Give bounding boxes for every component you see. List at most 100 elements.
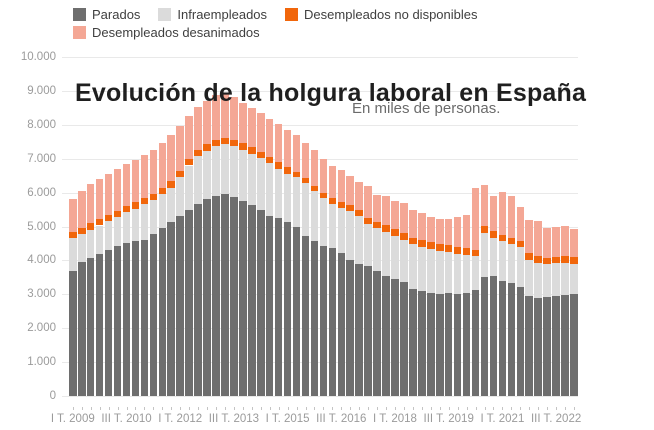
bar-segment[interactable] [373, 271, 381, 396]
bar-segment[interactable] [391, 279, 399, 396]
legend-item-0[interactable]: Parados [73, 7, 140, 22]
bar-segment[interactable] [167, 222, 176, 396]
bar-segment[interactable] [283, 167, 292, 174]
bar-iv-t-2015[interactable] [310, 57, 319, 396]
bar-segment[interactable] [274, 162, 283, 169]
bar-iv-t-2012[interactable] [203, 57, 211, 396]
bar-segment[interactable] [239, 149, 247, 201]
bar-segment[interactable] [391, 235, 399, 280]
bar-segment[interactable] [95, 225, 104, 255]
bar-segment[interactable] [149, 193, 158, 200]
bar-segment[interactable] [498, 281, 507, 396]
bar-segment[interactable] [435, 250, 444, 294]
bar-segment[interactable] [471, 290, 480, 396]
bar-segment[interactable] [471, 255, 480, 291]
bar-i-t-2013[interactable] [212, 57, 220, 396]
bar-segment[interactable] [221, 194, 229, 396]
bar-segment[interactable] [427, 217, 435, 243]
bar-segment[interactable] [248, 147, 256, 154]
bar-i-t-2016[interactable] [319, 57, 328, 396]
bar-iv-t-2020[interactable] [489, 57, 498, 396]
bar-segment[interactable] [328, 203, 337, 249]
bar-i-t-2014[interactable] [248, 57, 256, 396]
bar-segment[interactable] [444, 245, 453, 253]
bar-segment[interactable] [337, 202, 346, 209]
bar-segment[interactable] [516, 206, 525, 242]
bar-ii-t-2014[interactable] [256, 57, 265, 396]
bar-iv-t-2013[interactable] [239, 57, 247, 396]
bar-segment[interactable] [310, 191, 319, 242]
bar-segment[interactable] [453, 253, 462, 295]
bar-segment[interactable] [373, 222, 381, 229]
bar-iii-t-2010[interactable] [122, 57, 131, 396]
bar-segment[interactable] [516, 241, 525, 248]
bar-segment[interactable] [95, 254, 104, 396]
bar-segment[interactable] [400, 233, 408, 241]
bar-segment[interactable] [292, 171, 301, 178]
bar-segment[interactable] [525, 296, 534, 396]
bar-segment[interactable] [382, 224, 390, 232]
bar-segment[interactable] [176, 125, 184, 171]
bar-i-t-2009[interactable] [69, 57, 77, 396]
bar-segment[interactable] [239, 102, 247, 144]
bar-segment[interactable] [319, 246, 328, 396]
bar-segment[interactable] [489, 237, 498, 276]
bar-iv-t-2010[interactable] [131, 57, 140, 396]
bar-segment[interactable] [418, 213, 426, 241]
bar-segment[interactable] [489, 195, 498, 231]
bar-segment[interactable] [274, 218, 283, 396]
bar-segment[interactable] [212, 196, 220, 396]
bar-i-t-2021[interactable] [498, 57, 507, 396]
bar-segment[interactable] [400, 240, 408, 283]
bar-segment[interactable] [256, 210, 265, 396]
bar-iii-t-2017[interactable] [373, 57, 381, 396]
bar-segment[interactable] [427, 242, 435, 249]
bar-segment[interactable] [364, 224, 372, 266]
bar-segment[interactable] [310, 241, 319, 396]
bar-segment[interactable] [248, 107, 256, 148]
bar-segment[interactable] [561, 262, 569, 296]
bar-segment[interactable] [221, 143, 229, 195]
bar-segment[interactable] [364, 265, 372, 396]
bar-segment[interactable] [265, 163, 274, 216]
bar-ii-t-2013[interactable] [221, 57, 229, 396]
bar-segment[interactable] [561, 225, 569, 256]
bar-segment[interactable] [418, 240, 426, 247]
bar-segment[interactable] [570, 264, 578, 295]
bar-segment[interactable] [462, 247, 471, 255]
bar-segment[interactable] [480, 184, 489, 226]
bar-segment[interactable] [86, 223, 95, 230]
bar-segment[interactable] [373, 195, 381, 223]
bar-segment[interactable] [409, 288, 417, 396]
bar-ii-t-2010[interactable] [113, 57, 122, 396]
bar-segment[interactable] [203, 150, 211, 200]
bar-segment[interactable] [113, 216, 122, 247]
bar-segment[interactable] [140, 239, 149, 396]
bar-segment[interactable] [570, 294, 578, 396]
bar-segment[interactable] [391, 228, 399, 236]
legend-item-1[interactable]: Infraempleados [158, 7, 267, 22]
bar-segment[interactable] [140, 198, 149, 205]
bar-segment[interactable] [230, 96, 238, 141]
bar-segment[interactable] [185, 165, 193, 210]
bar-segment[interactable] [77, 233, 86, 263]
bar-segment[interactable] [409, 244, 417, 289]
bar-segment[interactable] [283, 129, 292, 168]
bar-segment[interactable] [292, 226, 301, 396]
bar-segment[interactable] [185, 209, 193, 396]
bar-segment[interactable] [113, 246, 122, 396]
bar-segment[interactable] [69, 232, 77, 239]
bar-segment[interactable] [543, 257, 551, 265]
bar-segment[interactable] [122, 163, 131, 207]
bar-segment[interactable] [319, 192, 328, 199]
bar-segment[interactable] [507, 244, 516, 284]
bar-segment[interactable] [570, 256, 578, 265]
bar-segment[interactable] [346, 176, 355, 206]
bar-ii-t-2020[interactable] [471, 57, 480, 396]
bar-segment[interactable] [221, 92, 229, 138]
bar-segment[interactable] [400, 282, 408, 396]
bar-iii-t-2009[interactable] [86, 57, 95, 396]
bar-segment[interactable] [409, 209, 417, 238]
bar-segment[interactable] [274, 168, 283, 219]
bar-segment[interactable] [507, 283, 516, 396]
